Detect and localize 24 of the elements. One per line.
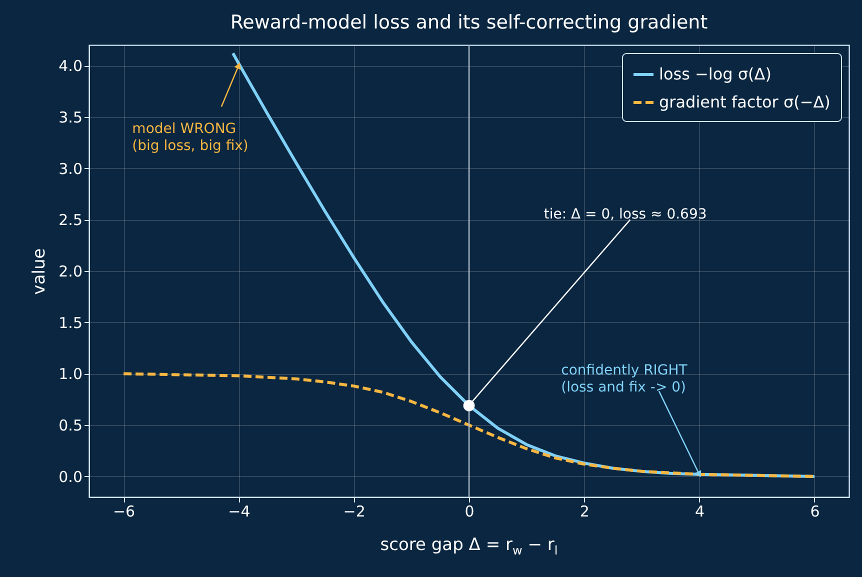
legend-label: loss −log σ(Δ)	[659, 64, 772, 84]
y-tick-label: 3.5	[58, 108, 82, 126]
y-axis-title: value	[30, 248, 50, 295]
y-tick-label: 1.0	[58, 365, 82, 384]
chart-title: Reward-model loss and its self-correcting gradient	[230, 11, 708, 34]
y-tick-label: 0.5	[58, 416, 82, 435]
y-tick-label: 3.0	[58, 160, 82, 178]
x-axis-title: score gap Δ = r$_{w}$ − r$_{l}$	[379, 535, 559, 558]
annotation: model WRONG (big loss, big fix)	[132, 121, 248, 154]
x-tick-label: 6	[810, 502, 820, 520]
y-tick-label: 2.0	[58, 262, 82, 280]
x-tick-label: −6	[112, 502, 136, 520]
x-tick-label: −2	[343, 502, 366, 520]
legend-label: gradient factor σ(−Δ)	[659, 92, 830, 112]
y-tick-label: 0.0	[58, 468, 82, 486]
annotation: tie: Δ = 0, loss ≈ 0.693	[544, 206, 707, 222]
x-tick-label: −4	[228, 502, 250, 520]
y-tick-label: 1.5	[58, 314, 82, 332]
y-tick-label: 4.0	[58, 57, 82, 76]
x-tick-label: 4	[695, 502, 705, 520]
annotation: confidently RIGHT (loss and fix -> 0)	[561, 362, 688, 396]
x-tick-label: 2	[580, 502, 590, 520]
x-tick-label: 0	[464, 502, 474, 520]
y-tick-label: 2.5	[58, 211, 82, 230]
